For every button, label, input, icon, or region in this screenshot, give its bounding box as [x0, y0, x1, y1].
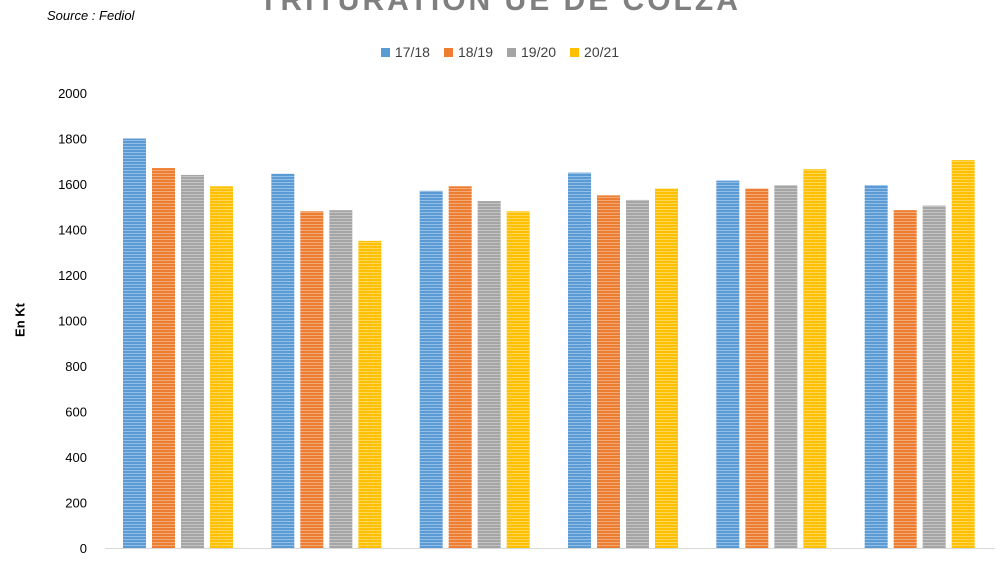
y-tick-label: 600	[65, 405, 87, 420]
y-tick-label: 1600	[58, 177, 87, 192]
bar-18-19	[152, 168, 175, 548]
legend-swatch	[443, 47, 453, 57]
source-note: Source : Fediol	[47, 8, 135, 23]
legend-label: 17/18	[394, 44, 430, 60]
legend-label: 18/19	[457, 44, 493, 60]
legend-item: 20/21	[570, 44, 619, 60]
bar-19-20	[626, 199, 649, 549]
bar-18-19	[448, 186, 472, 548]
legend-item: 18/19	[443, 44, 493, 60]
bar-20-21	[506, 211, 530, 549]
y-tick-label: 0	[80, 541, 87, 556]
y-tick-label: 1800	[58, 132, 87, 147]
bar-18-19	[300, 211, 324, 549]
bar-19-20	[922, 205, 946, 549]
bar-20-21	[358, 240, 382, 548]
y-tick-label: 800	[65, 359, 87, 374]
y-tick-label: 200	[65, 496, 87, 511]
bar-17-18	[271, 173, 295, 548]
legend-swatch	[570, 47, 580, 57]
legend: 17/18 18/19 19/20 20/21	[0, 44, 1000, 60]
y-tick-label: 2000	[58, 86, 87, 101]
bar-18-19	[893, 210, 917, 548]
bar-20-21	[655, 188, 678, 549]
legend-label: 20/21	[584, 44, 620, 60]
bar-17-18	[568, 172, 591, 548]
legend-item: 17/18	[380, 44, 430, 60]
chart-title: TRITURATION UE DE COLZA	[259, 0, 741, 17]
y-tick-label: 1200	[58, 268, 87, 283]
bar-19-20	[181, 174, 204, 548]
bars	[123, 138, 975, 549]
legend-label: 19/20	[521, 44, 557, 60]
bar-20-21	[803, 169, 827, 548]
legend-swatch	[380, 47, 390, 57]
y-tick-label: 1400	[58, 223, 87, 238]
bar-17-18	[864, 185, 888, 548]
bar-20-21	[951, 160, 975, 549]
bar-18-19	[597, 195, 620, 548]
bar-17-18	[419, 190, 443, 548]
bar-19-20	[477, 201, 501, 548]
y-axis: 0 200 400 600 800 1000 1200 1400 1600 1800 2000	[58, 86, 87, 556]
bar-19-20	[329, 210, 353, 548]
bar-17-18	[123, 138, 146, 548]
legend-item: 19/20	[507, 44, 556, 60]
bar-19-20	[774, 185, 798, 548]
bar-20-21	[210, 186, 233, 548]
bar-17-18	[716, 180, 740, 548]
y-tick-label: 1000	[58, 314, 87, 329]
bar-18-19	[745, 188, 769, 549]
legend-swatch	[507, 47, 516, 57]
y-tick-label: 400	[65, 450, 87, 465]
